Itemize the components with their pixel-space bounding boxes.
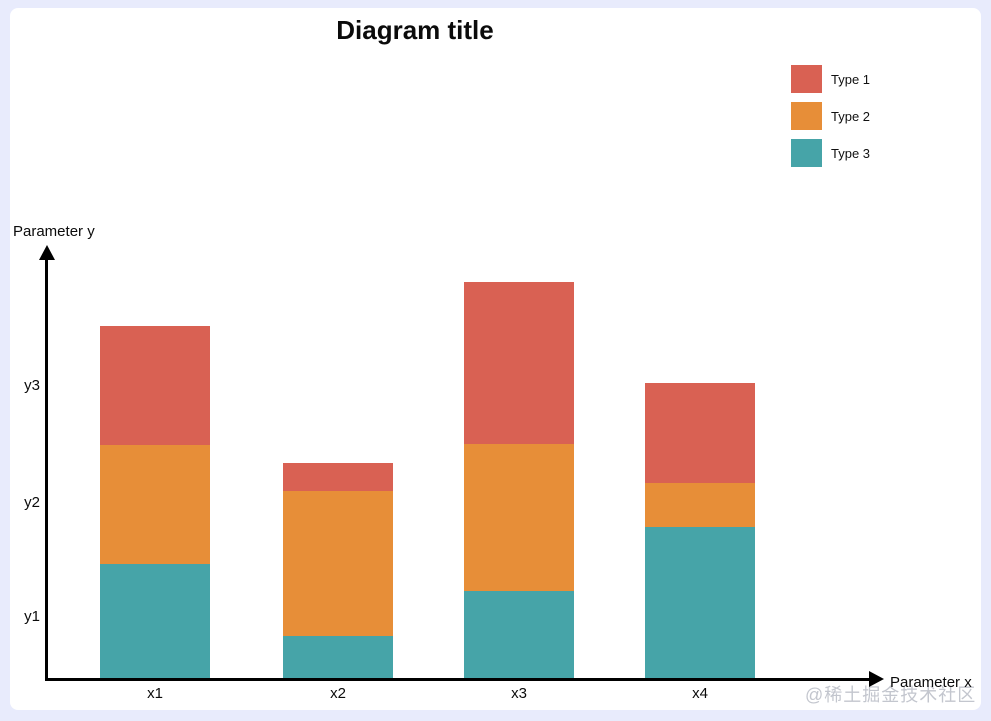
legend-swatch-type-3: [791, 139, 822, 167]
legend-item-type-2: Type 2: [791, 102, 870, 130]
x-tick-label-x4: x4: [692, 685, 708, 702]
bar-segment-x4-type-2: [645, 482, 755, 528]
stacked-bar-x2: [283, 463, 393, 679]
chart-title: Diagram title: [336, 15, 494, 45]
bar-segment-x1-type-3: [100, 564, 210, 679]
bar-segment-x4-type-1: [645, 383, 755, 483]
legend: Type 1 Type 2 Type 3: [791, 65, 870, 176]
legend-item-type-3: Type 3: [791, 139, 870, 167]
x-axis-arrowhead-icon: [869, 671, 884, 687]
bar-segment-x2-type-3: [283, 636, 393, 679]
y-axis-arrowhead-icon: [39, 245, 55, 260]
legend-swatch-type-1: [791, 65, 822, 93]
bar-segment-x1-type-2: [100, 444, 210, 565]
stacked-bar-x1: [100, 326, 210, 679]
x-axis-label: Parameter x: [890, 674, 972, 691]
bar-segment-x3-type-2: [464, 443, 574, 591]
stacked-bar-x4: [645, 383, 755, 679]
x-tick-label-x3: x3: [511, 685, 527, 702]
y-axis-label: Parameter y: [13, 223, 95, 240]
legend-label-type-2: Type 2: [831, 108, 871, 124]
x-tick-label-x2: x2: [330, 685, 346, 702]
bar-segment-x3-type-3: [464, 590, 574, 679]
bar-segment-x4-type-3: [645, 527, 755, 679]
y-tick-label-y1: y1: [24, 608, 40, 625]
y-tick-label-y2: y2: [24, 494, 40, 511]
legend-item-type-1: Type 1: [791, 65, 870, 93]
legend-swatch-type-2: [791, 102, 822, 130]
bar-segment-x3-type-1: [464, 282, 574, 444]
bar-segment-x1-type-1: [100, 326, 210, 445]
x-tick-label-x1: x1: [147, 685, 163, 702]
bar-segment-x2-type-1: [283, 463, 393, 492]
legend-label-type-3: Type 3: [831, 145, 871, 161]
watermark: @稀土掘金技术社区: [805, 685, 977, 705]
y-axis-line: [45, 257, 48, 681]
bar-segment-x2-type-2: [283, 491, 393, 637]
x-axis-line: [45, 678, 871, 681]
legend-label-type-1: Type 1: [831, 71, 871, 87]
y-tick-label-y3: y3: [24, 377, 40, 394]
stacked-bar-x3: [464, 282, 574, 679]
